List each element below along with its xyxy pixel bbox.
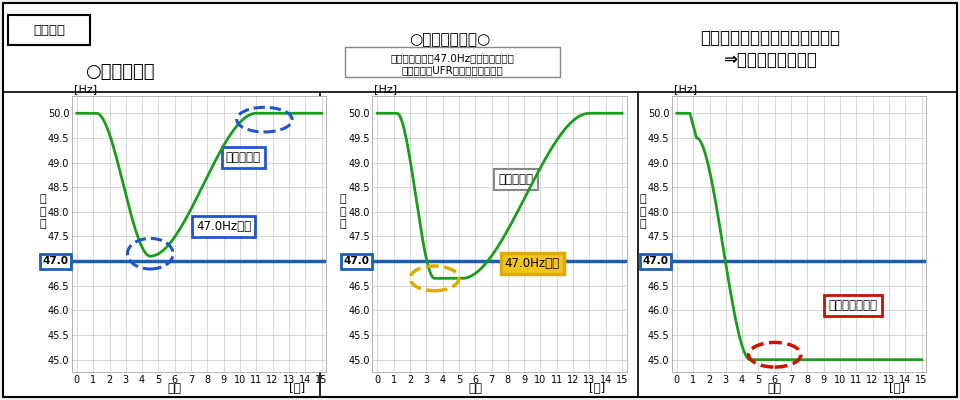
Text: 47.0: 47.0 [344, 256, 370, 266]
Text: 時間: 時間 [168, 382, 181, 395]
Text: [Hz]: [Hz] [74, 84, 97, 94]
Text: 周波数最下点ぇ47.0Hzを下回るため、: 周波数最下点ぇ47.0Hzを下回るため、 [390, 53, 514, 63]
Text: ○＊：条件付き○: ○＊：条件付き○ [409, 32, 491, 48]
Text: [秒]: [秒] [589, 382, 606, 395]
Text: [Hz]: [Hz] [674, 84, 697, 94]
FancyBboxPatch shape [8, 15, 90, 45]
Text: 周
波
数: 周 波 数 [639, 194, 646, 229]
Text: 火力機等のUFRの動作有無で評価: 火力機等のUFRの動作有無で評価 [401, 65, 503, 75]
Text: 47.0: 47.0 [43, 256, 69, 266]
Text: 47.0Hz以上: 47.0Hz以上 [196, 220, 252, 233]
Text: [Hz]: [Hz] [374, 84, 397, 94]
Text: 47.0: 47.0 [643, 256, 669, 266]
Text: ブラックアウト発生（対策要）: ブラックアウト発生（対策要） [700, 29, 840, 47]
Text: 周
波
数: 周 波 数 [39, 194, 46, 229]
Text: 周波数回復: 周波数回復 [226, 151, 261, 164]
Text: ○：問題なし: ○：問題なし [85, 63, 155, 81]
Text: 周
波
数: 周 波 数 [340, 194, 347, 229]
Text: 判定基準: 判定基準 [33, 24, 65, 36]
Text: [秒]: [秒] [889, 382, 905, 395]
Text: 47.0Hz割れ: 47.0Hz割れ [505, 257, 560, 270]
FancyBboxPatch shape [3, 3, 957, 397]
Text: [秒]: [秒] [289, 382, 305, 395]
FancyBboxPatch shape [345, 47, 560, 77]
Text: 時間: 時間 [468, 382, 482, 395]
Text: 周波数回復: 周波数回復 [498, 173, 534, 186]
Text: 周波数回復せず: 周波数回復せず [828, 299, 877, 312]
Text: ⇒回避策は別途提示: ⇒回避策は別途提示 [723, 51, 817, 69]
Text: 時間: 時間 [768, 382, 781, 395]
